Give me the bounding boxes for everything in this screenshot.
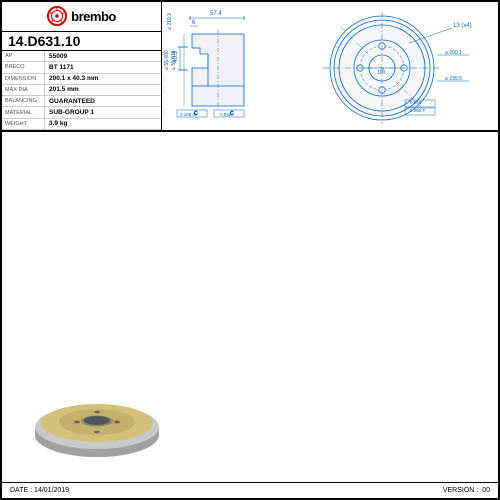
body-section [2,132,498,480]
spec-value: BT 1171 [44,62,161,72]
spec-label: MATERIAL [2,107,44,117]
spec-row: MATERIALSUB-GROUP 1 [2,107,161,118]
spec-value: GUARANTEED [44,96,161,106]
dim-pcd: 100 [377,70,385,76]
spec-label: AP [2,51,44,61]
spec-label: BRECO [2,62,44,72]
side-view-diagram: C C 57.4 6 40.3 0.100 C 0.050 [172,12,267,122]
product-render [32,385,162,460]
spec-label: BALANCING [2,96,44,106]
spec-row: BALANCINGGUARANTEED [2,96,161,107]
footer-version: 00 [482,487,490,494]
spec-value: 3.9 kg [44,119,161,129]
dim-hub2: 55.018 [171,50,177,65]
brembo-logo-icon [47,6,67,26]
spec-label: DIMENSION [2,74,44,84]
dim-bolt: 13 (x4) [453,23,472,29]
brand-name: brembo [71,9,116,24]
spec-value: SUB-GROUP 1 [44,107,161,117]
spec-row: AP55009 [2,51,161,62]
datasheet-frame: brembo 14.D631.10 AP55009BRECOBT 1171DIM… [0,0,500,500]
spec-row: DIMENSION200.1 x 40.3 mm [2,74,161,85]
footer-date-label: DATE : [10,487,32,494]
dim-runout1: 0.040 [410,100,421,105]
footer-bar: DATE : 14/01/2019 VERSION : 00 [2,482,498,498]
spec-panel: brembo 14.D631.10 AP55009BRECOBT 1171DIM… [2,2,162,130]
footer-version-label: VERSION : [443,487,478,494]
part-number: 14.D631.10 [8,33,80,49]
dim-inner-dia: 200.1 [449,50,462,56]
dim-offset: 6 [192,20,195,26]
dim-hub1: 55.000 [164,50,170,65]
dim-outer-dia: 219.3 [167,13,173,26]
technical-drawing-area: C C 57.4 6 40.3 0.100 C 0.050 [162,2,498,130]
spec-value: 200.1 x 40.3 mm [44,74,161,84]
spec-label: MAX DIA [2,85,44,95]
spec-row: MAX DIA201.5 mm [2,85,161,96]
spec-row: WEIGHT3.9 kg [2,119,161,130]
dim-tol2: 0.050 [220,112,231,117]
footer-date: 14/01/2019 [34,487,69,494]
dim-tol1: 0.100 C [180,112,196,117]
dim-bolt-circle: 239.5 [449,76,462,82]
spec-label: WEIGHT [2,119,44,129]
dim-width: 57.4 [210,11,222,17]
spec-value: 55009 [44,51,161,61]
header-section: brembo 14.D631.10 AP55009BRECOBT 1171DIM… [2,2,498,132]
part-number-row: 14.D631.10 [2,32,161,51]
front-view-diagram: 13 (x4) ⌀ 200.1 ⌀ 239.5 100 0.040 0.050 … [287,10,487,125]
spec-row: BRECOBT 1171 [2,62,161,73]
brand-logo-row: brembo [2,2,161,32]
dim-runout2: 0.050 F [410,108,425,113]
spec-value: 201.5 mm [44,85,161,95]
